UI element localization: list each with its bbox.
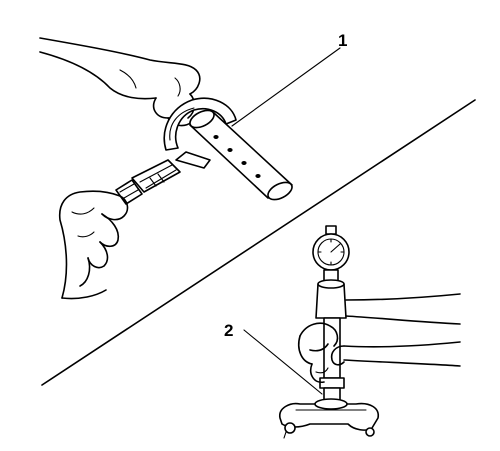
micrometer-barrel <box>115 151 211 205</box>
lower-hand <box>58 190 129 300</box>
micrometer-frame <box>163 97 237 151</box>
divider-line <box>41 99 476 386</box>
top-scene-shaft-measurement: 1 <box>39 31 347 300</box>
rocker-shaft <box>189 109 293 201</box>
rocker-arm <box>279 398 380 439</box>
callout-2-label: 2 <box>224 321 233 340</box>
callout-1-label: 1 <box>338 31 347 50</box>
right-hand <box>297 293 461 384</box>
callout-2-leader <box>243 329 323 395</box>
bore-gauge-body <box>315 269 347 405</box>
bottom-scene-rocker-arm-measurement: 2 <box>224 225 461 439</box>
dial-indicator <box>312 225 350 271</box>
callout-1-leader <box>231 47 341 127</box>
